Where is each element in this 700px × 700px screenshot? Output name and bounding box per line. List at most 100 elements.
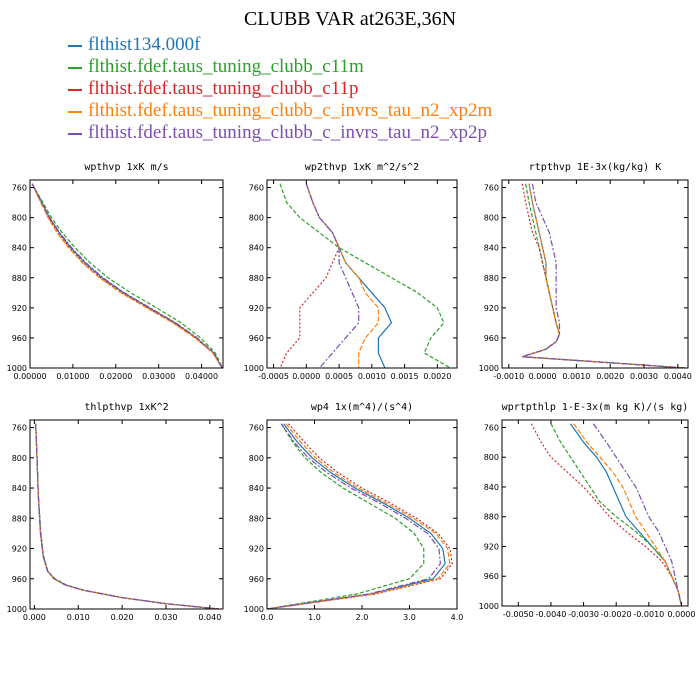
series-line — [267, 423, 446, 609]
x-tick-label: 0.020 — [111, 613, 134, 622]
series-line — [592, 423, 683, 606]
y-tick-label: 840 — [484, 244, 499, 253]
series-line — [31, 183, 223, 368]
series-line — [550, 423, 683, 606]
x-tick-label: 0.0020 — [596, 372, 624, 381]
y-tick-label: 760 — [12, 424, 27, 433]
x-tick-label: 0.0030 — [630, 372, 658, 381]
legend-line-swatch — [68, 66, 82, 69]
x-tick-label: 4.0 — [451, 613, 464, 622]
series-line — [522, 183, 685, 368]
y-tick-label: 760 — [484, 184, 499, 193]
series-line — [267, 423, 451, 609]
legend-item: flthist.fdef.taus_tuning_clubb_c11p — [68, 78, 492, 100]
series-line — [279, 183, 340, 368]
x-tick-label: 0.030 — [155, 613, 178, 622]
series-line — [35, 423, 219, 609]
x-tick-label: 0.01000 — [56, 372, 89, 381]
y-tick-label: 920 — [484, 542, 499, 551]
series-line — [522, 183, 685, 368]
y-tick-label: 800 — [484, 214, 499, 223]
series-line — [279, 183, 451, 368]
y-tick-label: 960 — [484, 334, 499, 343]
series-line — [522, 183, 685, 368]
y-tick-label: 960 — [12, 575, 27, 584]
y-tick-label: 880 — [12, 514, 27, 523]
x-tick-label: 0.0015 — [391, 372, 419, 381]
x-tick-label: 0.0010 — [358, 372, 386, 381]
panel-title: wpthvp 1xK m/s — [84, 162, 168, 173]
y-tick-label: 760 — [484, 423, 499, 432]
y-tick-label: 1000 — [479, 364, 499, 373]
y-tick-label: 1000 — [7, 605, 27, 614]
legend-item: flthist.fdef.taus_tuning_clubb_c_invrs_t… — [68, 122, 492, 144]
x-tick-label: 1.0 — [308, 613, 321, 622]
y-tick-label: 920 — [484, 304, 499, 313]
legend-item: flthist134.000f — [68, 34, 492, 56]
series-line — [35, 423, 219, 609]
x-tick-label: 0.03000 — [142, 372, 175, 381]
y-tick-label: 760 — [249, 424, 264, 433]
legend-line-swatch — [68, 132, 82, 135]
series-line — [35, 423, 219, 609]
x-tick-label: 0.0040 — [664, 372, 692, 381]
x-tick-label: 0.02000 — [99, 372, 132, 381]
y-tick-label: 840 — [249, 484, 264, 493]
panel-title: thlpthvp 1xK^2 — [84, 402, 168, 413]
y-tick-label: 760 — [249, 184, 264, 193]
chart-panel: thlpthvp 1xK^2 760 800 840 880 920 960 10000.00… — [7, 402, 224, 622]
chart-panel: wprtpthlp 1-E-3x(m kg K)/(s kg) 760 800 840… — [479, 402, 696, 619]
legend-label: flthist134.000f — [88, 34, 201, 55]
x-tick-label: -0.0050 — [503, 610, 534, 619]
panel-title: rtpthvp 1E-3x(kg/kg) K — [529, 162, 661, 173]
series-line — [31, 183, 223, 368]
y-tick-label: 880 — [484, 513, 499, 522]
legend-label: flthist.fdef.taus_tuning_clubb_c_invrs_t… — [88, 100, 493, 121]
plot-frame — [29, 419, 224, 610]
legend-label: flthist.fdef.taus_tuning_clubb_c11p — [88, 78, 359, 99]
legend-label: flthist.fdef.taus_tuning_clubb_c11m — [88, 56, 364, 77]
panel-title: wp2thvp 1xK m^2/s^2 — [305, 162, 419, 173]
chart-panel: rtpthvp 1E-3x(kg/kg) K 760 800 840 880 920 960… — [479, 162, 692, 381]
x-tick-label: 2.0 — [356, 613, 369, 622]
series-line — [31, 183, 223, 368]
series-line — [31, 183, 223, 368]
y-tick-label: 1000 — [479, 602, 499, 611]
y-tick-label: 920 — [12, 545, 27, 554]
y-tick-label: 960 — [484, 572, 499, 581]
x-tick-label: 0.0020 — [423, 372, 451, 381]
x-tick-label: 0.0010 — [562, 372, 590, 381]
y-tick-label: 920 — [12, 304, 27, 313]
y-tick-label: 960 — [249, 575, 264, 584]
y-tick-label: 800 — [12, 214, 27, 223]
series-line — [570, 423, 683, 606]
chart-panel: wp2thvp 1xK m^2/s^2 760 800 840 880 920 960 100… — [244, 162, 458, 381]
series-line — [530, 423, 683, 606]
y-tick-label: 1000 — [244, 364, 264, 373]
series-line — [35, 423, 219, 609]
x-tick-label: -0.0010 — [633, 610, 664, 619]
x-tick-label: 0.00000 — [13, 372, 46, 381]
plot-frame — [29, 179, 224, 369]
series-line — [267, 423, 441, 609]
y-tick-label: 840 — [12, 484, 27, 493]
x-tick-label: -0.0020 — [601, 610, 632, 619]
y-tick-label: 880 — [12, 274, 27, 283]
y-tick-label: 920 — [249, 545, 264, 554]
x-tick-label: -0.0005 — [258, 372, 289, 381]
y-tick-label: 960 — [12, 334, 27, 343]
x-tick-label: 0.0000 — [529, 372, 557, 381]
legend: flthist134.000f flthist.fdef.taus_tuning… — [68, 34, 492, 144]
y-tick-label: 1000 — [244, 605, 264, 614]
legend-line-swatch — [68, 110, 82, 113]
panel-title: wprtpthlp 1-E-3x(m kg K)/(s kg) — [502, 402, 689, 413]
chart-panel: wp4 1x(m^4)/(s^4) 760 800 840 880 920 960 10000… — [244, 402, 464, 622]
legend-item: flthist.fdef.taus_tuning_clubb_c_invrs_t… — [68, 100, 492, 122]
y-tick-label: 840 — [249, 244, 264, 253]
y-tick-label: 760 — [12, 184, 27, 193]
y-tick-label: 880 — [249, 514, 264, 523]
chart-panel: wpthvp 1xK m/s 760 800 840 880 920 960 10000.00… — [7, 162, 224, 381]
legend-label: flthist.fdef.taus_tuning_clubb_c_invrs_t… — [88, 122, 487, 143]
legend-line-swatch — [68, 44, 82, 47]
x-tick-label: 0.0000 — [292, 372, 320, 381]
